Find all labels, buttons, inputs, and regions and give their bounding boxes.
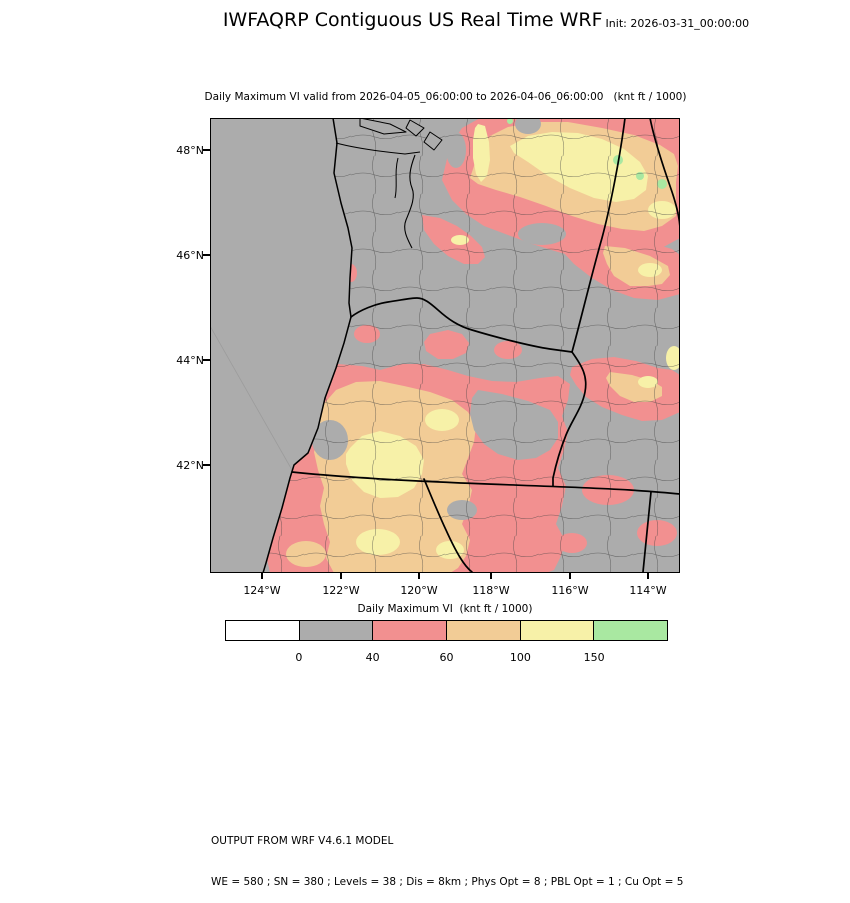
colorbar-segment [594, 621, 668, 640]
y-axis-tick-label: 44°N [176, 354, 204, 367]
y-axis-tick [203, 359, 210, 361]
colorbar-tick-label: 60 [439, 651, 454, 664]
plot-subtitle: Daily Maximum VI valid from 2026-04-05_0… [204, 91, 687, 103]
x-axis-tick-label: 120°W [400, 584, 438, 597]
map-border [210, 118, 680, 573]
x-axis-tick [569, 573, 571, 579]
colorbar-tick-label: 40 [365, 651, 380, 664]
footer-line-2: WE = 580 ; SN = 380 ; Levels = 38 ; Dis … [211, 875, 684, 888]
x-axis-tick [647, 573, 649, 579]
x-axis-tick [418, 573, 420, 579]
x-axis-tick [261, 573, 263, 579]
x-axis-tick-label: 114°W [629, 584, 667, 597]
colorbar-segment [299, 621, 374, 640]
map-frame [209, 117, 681, 574]
colorbar-tick-label: 0 [295, 651, 303, 664]
page: { "header": { "title": "IWFAQRP Contiguo… [0, 9, 850, 888]
plot-title: IWFAQRP Contiguous US Real Time WRF [222, 9, 603, 31]
colorbar-segment [226, 621, 300, 640]
y-axis-tick-label: 48°N [176, 144, 204, 157]
x-axis-tick-label: 116°W [551, 584, 589, 597]
x-axis-tick-label: 124°W [243, 584, 281, 597]
colorbar-segment [447, 621, 521, 640]
y-axis-tick [203, 149, 210, 151]
header: IWFAQRP Contiguous US Real Time WRF Init… [0, 9, 850, 31]
y-axis-tick-label: 46°N [176, 249, 204, 262]
y-axis-tick [203, 254, 210, 256]
colorbar-tick-label: 150 [583, 651, 605, 664]
state-borders [291, 117, 681, 573]
footer-line-1: OUTPUT FROM WRF V4.6.1 MODEL [211, 835, 394, 847]
footer: OUTPUT FROM WRF V4.6.1 MODEL WE = 580 ; … [211, 808, 683, 903]
y-axis-tick [203, 464, 210, 466]
colorbar [225, 620, 668, 641]
x-axis-tick [490, 573, 492, 579]
colorbar-tick-labels: 0 40 60 100 150 [225, 651, 668, 665]
colorbar-tick-label: 100 [509, 651, 531, 664]
y-axis-tick-label: 42°N [176, 459, 204, 472]
x-axis-tick [340, 573, 342, 579]
coastline [262, 117, 443, 574]
x-axis-tick-label: 118°W [472, 584, 510, 597]
colorbar-segment [373, 621, 448, 640]
graticule-line [209, 325, 293, 471]
wrf-map-svg [209, 117, 681, 574]
init-timestamp: Init: 2026-03-31_00:00:00 [605, 17, 750, 30]
x-axis-tick-label: 122°W [322, 584, 360, 597]
colorbar-segment [520, 621, 595, 640]
colorbar-title: Daily Maximum VI (knt ft / 1000) [357, 603, 533, 615]
